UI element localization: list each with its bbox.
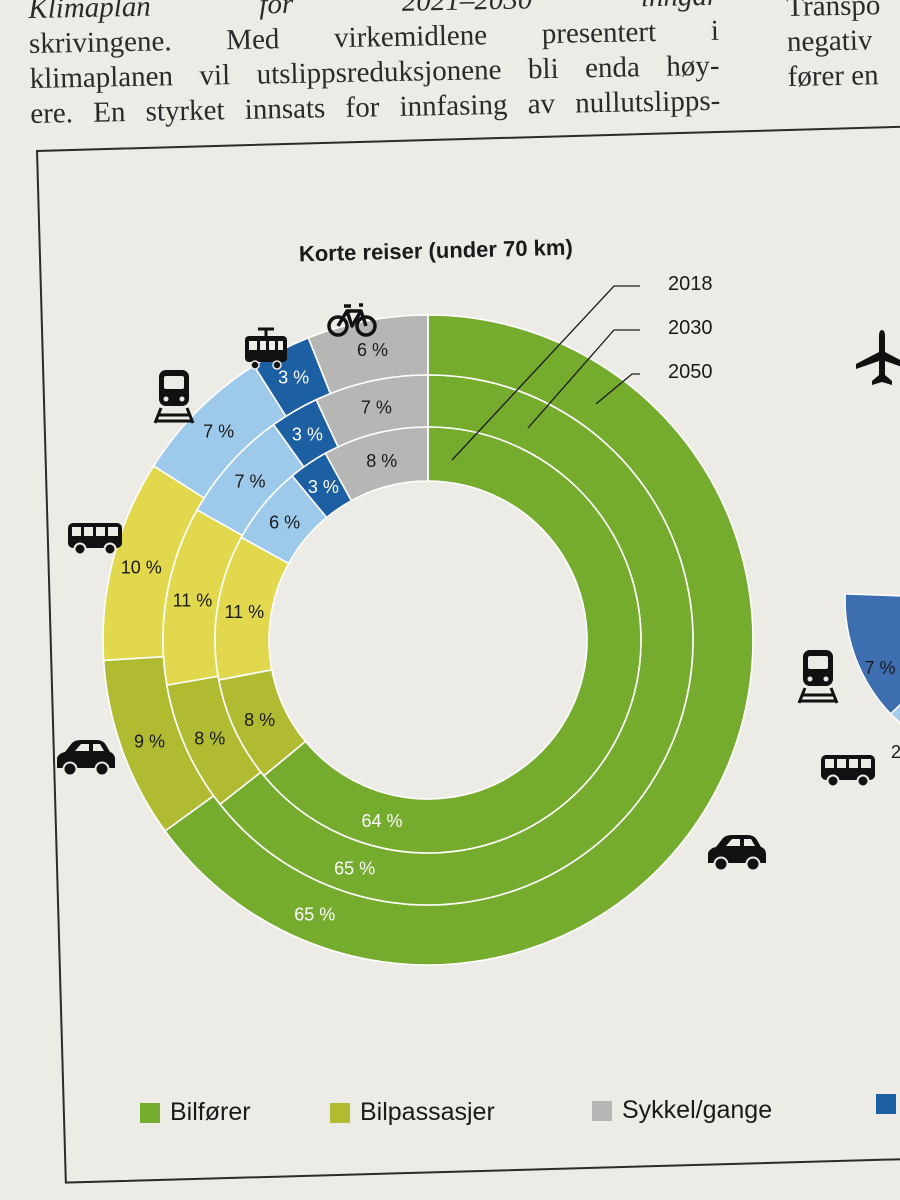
right-value-label: 7 % [864,658,895,678]
value-label: 8 % [244,710,275,730]
legend-swatch [876,1094,896,1114]
value-label: 10 % [121,557,162,577]
legend-item: Bilpassasjer [330,1098,495,1127]
right-donut-segment [844,592,900,716]
legend-swatch [592,1100,612,1121]
bus-icon [67,522,123,556]
bus-icon [820,754,876,788]
legend-item: Sykkel/gange [592,1096,772,1125]
legend-swatch [140,1102,160,1123]
value-label: 3 % [292,425,323,445]
ring-year-label: 2018 [668,273,713,295]
legend-swatch [330,1102,350,1123]
callout-leader-line [595,373,640,405]
value-label: 64 % [362,811,403,831]
value-label: 6 % [357,340,388,360]
value-label: 3 % [278,367,309,387]
train-icon [797,648,839,705]
donut-rings [102,314,754,966]
value-label: 6 % [269,512,300,532]
legend-label: Bilfører [170,1098,251,1126]
value-label: 3 % [308,477,339,497]
value-label: 65 % [334,858,375,878]
legend-item [876,1094,900,1114]
value-label: 7 % [361,398,392,418]
right-donut-segment [889,703,900,724]
ring-year-label: 2050 [668,361,713,383]
callout-leader-line [451,285,640,461]
callout-leader-line [527,329,640,429]
chart-title: Korte reiser (under 70 km) [299,235,573,267]
train-icon [153,368,195,425]
car-icon [56,739,116,777]
value-label: 7 % [203,422,234,442]
ring-year-label: 2030 [668,317,713,339]
chart-legend: Bilfører Bilpassasjer Sykkel/gange [140,1092,900,1132]
value-label: 7 % [235,471,266,491]
airplane-icon [856,330,900,385]
value-label: 11 % [173,590,213,610]
value-labels: 65 % 9 % 10 % 7 % 3 % 6 % 65 % 8 % 11 % 7 % 3 % 7 %… [121,340,403,924]
right-donut-chart-partial: 7 % 2 [844,592,900,762]
donut-segment [262,426,642,854]
legend-item: Bilfører [140,1098,251,1127]
icons-right [797,330,900,788]
right-value-label: 2 [891,742,900,762]
year-callouts: 2018 2030 2050 [451,273,713,461]
legend-label: Sykkel/gange [622,1096,773,1124]
value-label: 8 % [194,728,225,748]
value-label: 11 % [224,602,264,622]
value-label: 65 % [294,904,335,924]
value-label: 9 % [134,731,165,751]
value-label: 8 % [366,451,397,471]
legend-label: Bilpassasjer [360,1098,495,1126]
donut-segment [324,426,429,502]
car-icon [707,834,767,872]
